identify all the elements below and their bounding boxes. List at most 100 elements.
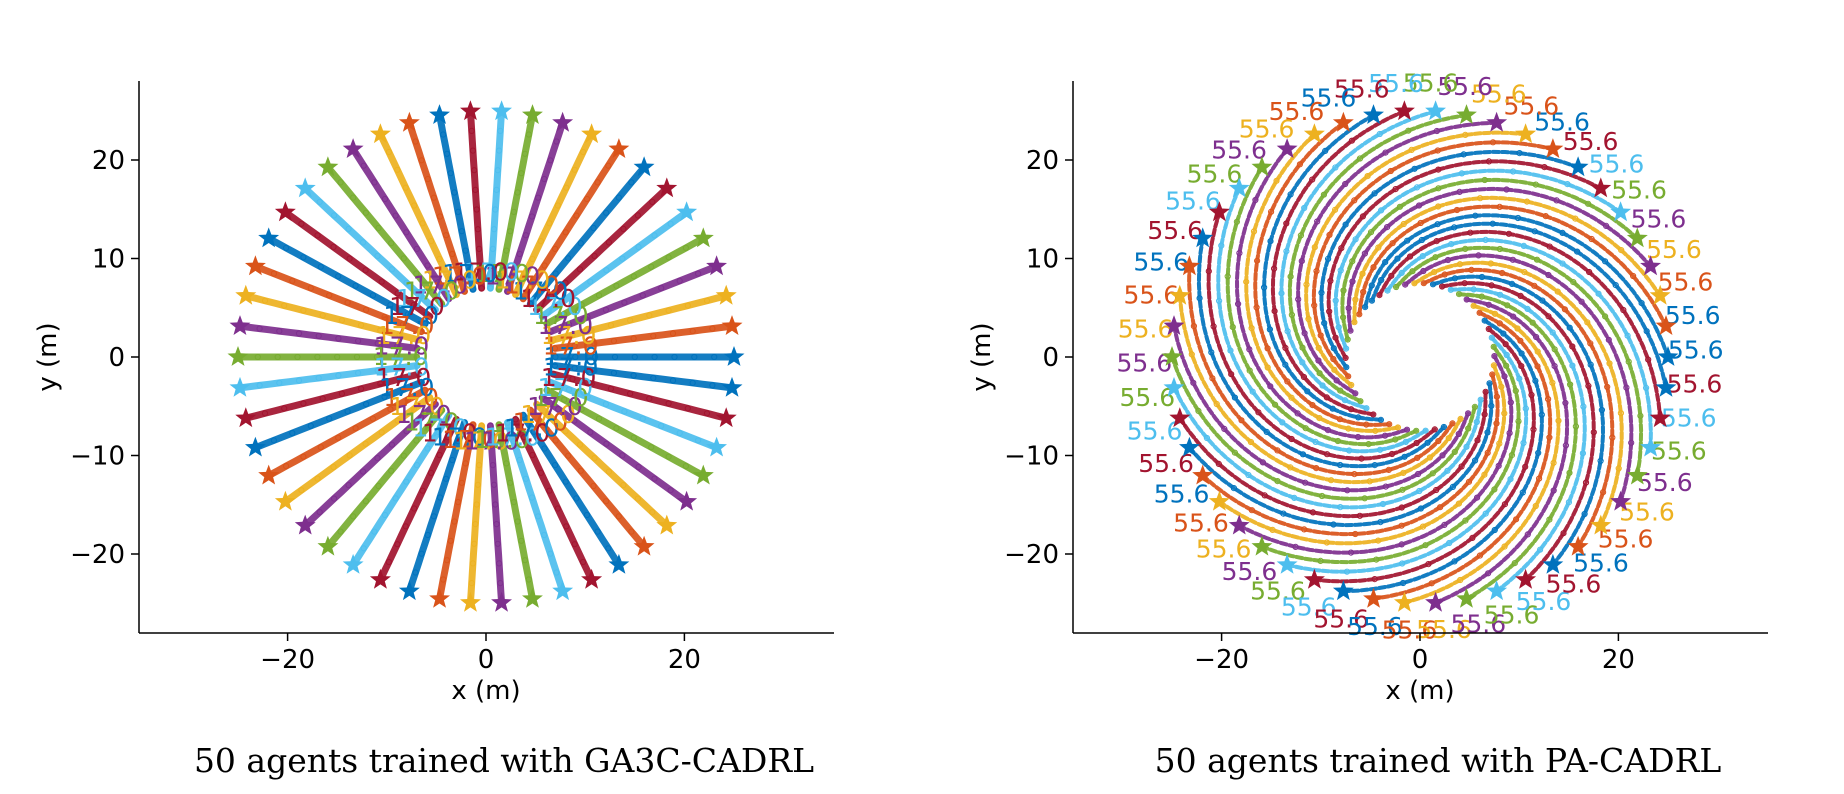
agent-trajectory: [236, 322, 421, 352]
trajectory-marker: [521, 150, 529, 157]
trajectory-marker: [1482, 510, 1489, 517]
trajectory-marker: [1515, 418, 1522, 425]
trajectory-marker: [451, 518, 458, 525]
trajectory-marker: [314, 475, 321, 482]
trajectory-marker: [1598, 406, 1606, 414]
trajectory-marker: [1233, 218, 1241, 225]
trajectory-marker: [360, 239, 367, 246]
trajectory-marker: [535, 513, 542, 520]
trajectory-marker: [1248, 507, 1256, 514]
time-label: 17.0: [422, 419, 478, 448]
trajectory-marker: [665, 254, 672, 261]
trajectory-marker: [438, 407, 445, 414]
chart-caption: 50 agents trained with GA3C-CADRL: [194, 741, 814, 780]
trajectory-marker: [1405, 127, 1412, 134]
agent-trajectory: [526, 163, 648, 308]
goal-star-marker: [656, 514, 678, 535]
trajectory-marker: [689, 328, 696, 335]
trajectory-marker: [1252, 196, 1259, 204]
time-label: 55.6: [1133, 247, 1189, 276]
chart-panel-ga3c: 17.017.017.017.017.017.017.017.017.017.0…: [33, 81, 834, 780]
trajectory-marker: [1403, 426, 1411, 433]
trajectory-marker: [1363, 421, 1370, 428]
trajectory-marker: [1586, 268, 1593, 276]
trajectory-marker: [1507, 476, 1514, 483]
trajectory-marker: [576, 441, 584, 448]
trajectory-marker: [1360, 288, 1367, 296]
trajectory-marker: [1475, 252, 1482, 259]
trajectory-marker: [1545, 396, 1552, 403]
agent-trajectory: [1225, 165, 1419, 447]
goal-star-marker: [1590, 177, 1612, 198]
goal-star-marker: [294, 177, 316, 198]
trajectory-marker: [552, 462, 559, 469]
trajectory-marker: [1376, 292, 1383, 299]
trajectory-marker: [539, 313, 546, 320]
trajectory-marker: [565, 452, 572, 459]
trajectory-marker: [326, 292, 333, 299]
goal-star-marker: [1161, 346, 1183, 366]
trajectory-marker: [1303, 281, 1310, 288]
trajectory-marker: [491, 481, 498, 488]
trajectory-marker: [1567, 381, 1574, 388]
trajectory-marker: [1488, 282, 1495, 289]
trajectory-marker: [651, 353, 658, 361]
trajectory-marker: [1342, 354, 1349, 361]
agent-trajectory: [301, 400, 439, 530]
trajectory-marker: [1210, 323, 1217, 330]
trajectory-marker: [300, 254, 307, 261]
time-label: 17.0: [453, 427, 509, 456]
trajectory-marker: [1446, 539, 1453, 547]
trajectory-marker: [1490, 343, 1497, 350]
trajectory-marker: [1510, 313, 1517, 320]
trajectory-marker: [1501, 410, 1508, 417]
agent-trajectory: [543, 234, 707, 328]
trajectory-marker: [440, 131, 447, 138]
trajectory-marker: [603, 498, 610, 505]
trajectory-marker: [510, 269, 517, 276]
trajectory-marker: [1457, 576, 1464, 584]
trajectory-marker: [580, 148, 587, 156]
trajectory-marker: [553, 569, 560, 576]
goal-star-marker: [245, 255, 266, 276]
trajectory-marker: [1267, 383, 1274, 390]
trajectory-marker: [1488, 334, 1495, 341]
trajectory-marker: [362, 440, 369, 447]
trajectory-marker: [1501, 373, 1508, 380]
trajectory-marker: [493, 521, 500, 528]
trajectory-marker: [1491, 486, 1498, 493]
trajectory-marker: [584, 393, 591, 400]
trajectory-marker: [404, 311, 411, 318]
trajectory-marker: [547, 328, 554, 335]
trajectory-marker: [592, 353, 599, 361]
agent-trajectory: [1296, 120, 1499, 396]
trajectory-marker: [1218, 242, 1225, 249]
agent-trajectory: [486, 422, 506, 607]
trajectory-marker: [1517, 292, 1524, 299]
trajectory-marker: [1587, 361, 1594, 368]
trajectory-marker: [583, 511, 591, 519]
trajectory-marker: [1485, 570, 1492, 577]
trajectory-marker: [392, 495, 399, 502]
trajectory-marker: [316, 508, 323, 516]
trajectory-marker: [1419, 523, 1427, 530]
trajectory-marker: [628, 179, 635, 186]
trajectory-marker: [1304, 388, 1311, 395]
y-tick-label: −20: [1004, 540, 1059, 570]
trajectory-marker: [1231, 449, 1239, 456]
trajectory-marker: [535, 194, 542, 201]
trajectory-marker: [1332, 164, 1339, 171]
trajectory-marker: [399, 386, 407, 393]
agent-trajectory: [533, 400, 671, 530]
agent-trajectory: [324, 163, 446, 308]
trajectory-marker: [676, 430, 683, 437]
trajectory-marker: [630, 434, 637, 441]
trajectory-marker: [307, 422, 314, 429]
trajectory-marker: [488, 442, 495, 449]
trajectory-marker: [1422, 427, 1429, 434]
trajectory-marker: [1449, 483, 1457, 490]
trajectory-marker: [1580, 403, 1587, 410]
agent-trajectory: [1341, 318, 1544, 594]
trajectory-marker: [344, 299, 351, 306]
trajectory-marker: [494, 167, 501, 174]
